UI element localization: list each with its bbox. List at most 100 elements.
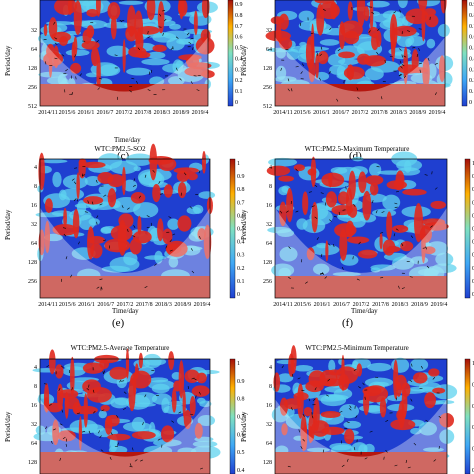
significant-region <box>57 430 76 442</box>
coherence-blob <box>85 72 100 78</box>
significant-region <box>369 0 374 33</box>
x-tick-label: 2019/4 <box>192 110 209 116</box>
significant-region <box>70 356 75 397</box>
phase-arrow <box>71 91 74 96</box>
long-period-band <box>40 276 210 298</box>
significant-region <box>157 1 165 34</box>
phase-arrow <box>353 203 356 207</box>
phase-arrow <box>394 202 398 205</box>
significant-region <box>43 24 48 37</box>
chart-title: WTC:PM2.5-Minimum Temperature <box>305 344 409 352</box>
phase-arrow <box>73 181 77 185</box>
coherence-blob <box>149 76 165 87</box>
phase-arrow <box>163 18 167 22</box>
phase-arrow <box>295 210 299 213</box>
phase-arrow <box>109 456 112 460</box>
significant-region <box>356 0 366 28</box>
coherence-blob <box>35 425 46 436</box>
significant-region <box>303 406 313 417</box>
phase-arrow <box>410 235 414 239</box>
x-tick-label: 2017/2 <box>117 302 134 308</box>
y-tick-label: 64 <box>31 441 37 447</box>
phase-arrow <box>168 216 172 219</box>
significant-region <box>71 41 76 62</box>
significant-region <box>152 184 161 203</box>
phase-arrow <box>385 420 389 422</box>
x-tick-label: 2016/1 <box>78 110 95 116</box>
coherence-blob <box>186 206 201 215</box>
significant-region <box>278 175 295 182</box>
phase-arrow <box>290 88 293 92</box>
colorbar-tick-label: 0.6 <box>235 35 243 41</box>
coherence-blob <box>103 21 132 29</box>
significant-region <box>389 13 398 50</box>
coherence-blob <box>410 358 429 372</box>
phase-arrow <box>140 459 144 462</box>
y-tick-label: 32 <box>266 422 272 428</box>
phase-arrow <box>86 387 90 391</box>
significant-region <box>302 191 309 216</box>
coherence-blob <box>197 414 216 427</box>
phase-arrow <box>157 438 161 441</box>
phase-arrow <box>99 203 103 206</box>
significant-region <box>356 363 363 377</box>
long-period-band <box>275 84 445 106</box>
phase-arrow <box>341 464 345 467</box>
coherence-blob <box>151 383 170 394</box>
significant-region <box>134 363 139 380</box>
significant-region <box>82 379 101 394</box>
coherence-blob <box>368 163 382 177</box>
significant-region <box>107 2 121 20</box>
x-tick-label: 2017/8 <box>371 110 388 116</box>
significant-region <box>321 172 345 188</box>
phase-arrow <box>328 71 331 74</box>
significant-region <box>363 389 370 416</box>
phase-arrow <box>362 382 365 386</box>
x-axis-label: Time/day <box>351 307 378 315</box>
phase-arrow <box>98 430 100 434</box>
phase-arrow <box>399 9 401 13</box>
panel-label: (f) <box>342 317 353 329</box>
phase-arrow <box>199 467 203 470</box>
significant-region <box>317 51 329 65</box>
phase-arrow <box>190 248 194 251</box>
significant-region <box>109 366 129 380</box>
y-tick-label: 128 <box>28 460 37 466</box>
heatmap-svg: 4 8 16 32 64 128 1 0.9 0.8 0.7 0.6 0.5 <box>263 345 474 474</box>
colorbar <box>464 158 471 299</box>
phase-arrow <box>322 8 326 12</box>
phase-arrow <box>337 48 341 52</box>
significant-region <box>428 368 440 377</box>
x-tick-label: 2017/2 <box>116 110 133 116</box>
phase-arrow <box>50 440 53 444</box>
coherence-blob <box>423 447 444 452</box>
coherence-blob <box>192 440 218 448</box>
significant-region <box>44 220 51 254</box>
significant-region <box>125 25 138 42</box>
colorbar-tick-label: 0.6 <box>472 213 474 219</box>
phase-arrow <box>356 87 359 91</box>
coherence-blob <box>126 67 151 76</box>
phase-arrow <box>160 193 164 195</box>
coherence-blob <box>306 447 330 453</box>
coherence-blob <box>286 48 300 60</box>
significant-region <box>78 416 83 451</box>
x-tick-label: 2015/6 <box>59 302 76 308</box>
phase-arrow <box>399 74 403 77</box>
phase-arrow <box>291 407 293 411</box>
coherence-blob <box>131 417 146 432</box>
phase-arrow <box>377 28 380 32</box>
significant-region <box>148 156 174 165</box>
coherence-blob <box>343 420 362 429</box>
coherence-blob <box>40 159 68 164</box>
significant-region <box>334 223 357 238</box>
significant-region <box>186 172 198 181</box>
phase-arrow <box>319 273 323 275</box>
colorbar-tick-label: 0.3 <box>235 67 243 73</box>
significant-region <box>177 0 188 17</box>
phase-arrow <box>426 265 430 269</box>
x-tick-label: 2016/7 <box>332 110 349 116</box>
phase-arrow <box>162 32 164 36</box>
phase-arrow <box>368 30 371 34</box>
